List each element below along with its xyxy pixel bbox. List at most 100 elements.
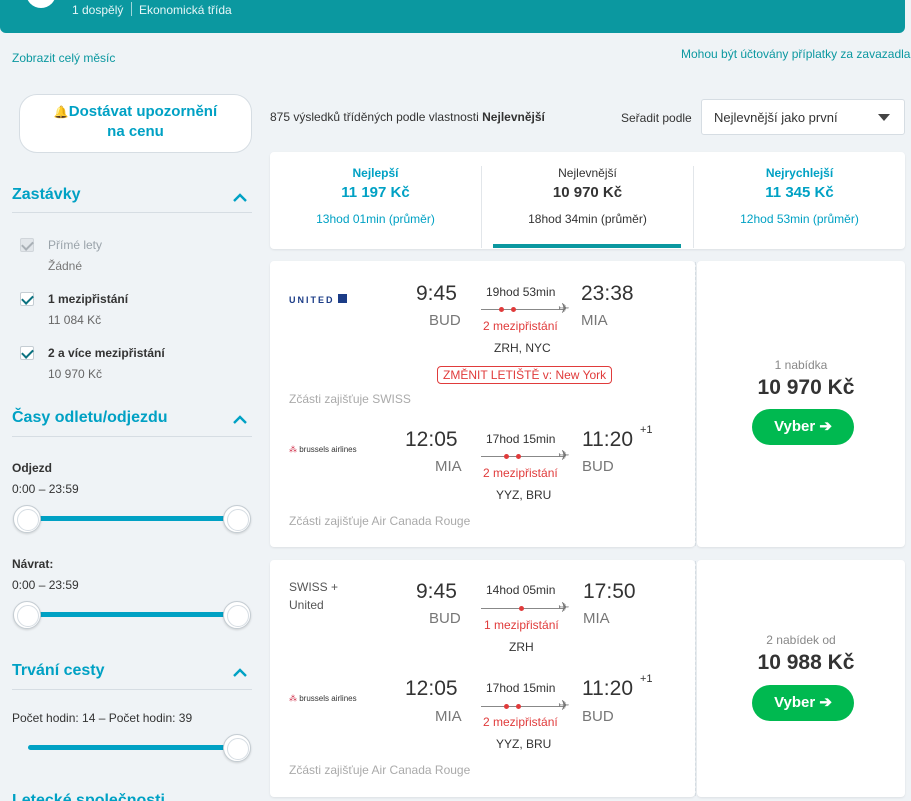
tab-cheapest[interactable]: Nejlevnější 10 970 Kč 18hod 34min (průmě… (482, 152, 693, 249)
one-stop-price: 11 084 Kč (48, 313, 102, 327)
plane-icon: ✈ (558, 697, 570, 713)
arrival-airport: MIA (583, 610, 610, 627)
result-card-price[interactable]: 1 nabídka 10 970 Kč Vyber ➔ (697, 261, 905, 547)
sort-label: Seřadit podle (621, 111, 692, 125)
times-filter-title[interactable]: Časy odletu/odjezdu (12, 409, 168, 426)
duration-slider-track[interactable] (28, 745, 236, 750)
tab-fastest[interactable]: Nejrychlejší 11 345 Kč 12hod 53min (prům… (694, 152, 905, 249)
flight-duration: 17hod 15min (486, 681, 556, 695)
divider (481, 166, 482, 248)
airlines-filter-title[interactable]: Letecké společnosti (12, 792, 165, 801)
one-stop-checkbox[interactable] (20, 292, 34, 306)
united-globe-icon (338, 294, 347, 303)
departure-airport: BUD (429, 312, 461, 329)
stopover-airports: ZRH (509, 640, 534, 654)
card-perforation (695, 262, 696, 546)
chevron-up-icon[interactable] (233, 413, 247, 427)
return-label: Návrat: (12, 557, 54, 571)
stop-dot (516, 454, 521, 459)
duration-filter-title[interactable]: Trvání cesty (12, 662, 105, 679)
sort-selected-value: Nejlevnější jako první (714, 110, 838, 125)
chevron-up-icon[interactable] (233, 191, 247, 205)
direct-flights-checkbox[interactable] (20, 238, 34, 252)
return-slider-min-handle[interactable] (13, 601, 41, 629)
depart-slider-track[interactable] (28, 516, 236, 521)
stop-dot (519, 606, 524, 611)
operated-by: Zčásti zajišťuje SWISS (289, 392, 411, 406)
two-plus-stops-checkbox[interactable] (20, 346, 34, 360)
next-day-indicator: +1 (640, 673, 653, 685)
depart-slider-min-handle[interactable] (13, 505, 41, 533)
departure-time: 9:45 (416, 580, 457, 603)
next-day-indicator: +1 (640, 424, 653, 436)
divider (12, 212, 252, 213)
plane-icon: ✈ (558, 447, 570, 463)
brussels-logo-icon: ⁂ (289, 445, 297, 454)
sort-select[interactable]: Nejlevnější jako první (701, 99, 905, 135)
result-card-legs[interactable]: UNITED 9:45 BUD 19hod 53min ✈ 2 mezipřis… (270, 261, 695, 547)
direct-flights-price: Žádné (48, 259, 83, 273)
airline-logo-text: brussels airlines (299, 694, 357, 703)
stop-dot (499, 307, 504, 312)
flight-duration: 14hod 05min (486, 583, 556, 597)
bag-fees-link[interactable]: Mohou být účtovány příplatky za zavazadl… (681, 47, 911, 61)
direct-flights-label: Přímé lety (48, 238, 103, 252)
departure-time: 9:45 (416, 282, 457, 305)
stop-dot (504, 704, 509, 709)
brussels-logo-icon: ⁂ (289, 694, 297, 703)
chevron-up-icon[interactable] (233, 666, 247, 680)
stops-count: 2 mezipřistání (483, 466, 558, 480)
plane-icon: ✈ (558, 599, 570, 615)
route-line (481, 456, 564, 457)
arrival-time: 11:20 (582, 428, 633, 451)
departure-time: 12:05 (405, 428, 458, 451)
result-card-price[interactable]: 2 nabídek od 10 988 Kč Vyber ➔ (697, 560, 905, 797)
sort-tabs: Nejlepší 11 197 Kč 13hod 01min (průměr) … (270, 152, 905, 249)
stopover-airports: ZRH, NYC (494, 341, 551, 355)
two-plus-stops-label: 2 a více mezipřistání (48, 346, 165, 360)
cabin-class-text: Ekonomická třída (139, 3, 232, 17)
show-whole-month-link[interactable]: Zobrazit celý měsíc (12, 51, 116, 65)
price-alert-button[interactable]: 🔔Dostávat upozornění na cenu (19, 94, 252, 153)
departure-airport: BUD (429, 610, 461, 627)
stops-filter-title[interactable]: Zastávky (12, 186, 81, 203)
stop-dot (511, 307, 516, 312)
select-flight-button[interactable]: Vyber ➔ (752, 685, 854, 721)
arrival-time: 17:50 (583, 580, 636, 603)
plane-icon: ✈ (558, 300, 570, 316)
results-sort-key: Nejlevnější (482, 110, 545, 124)
arrival-time: 23:38 (581, 282, 634, 305)
stop-dot (516, 704, 521, 709)
tab-label: Nejlepší (352, 166, 399, 180)
price-alert-label-1: Dostávat upozornění (68, 103, 218, 120)
edit-search-icon[interactable] (26, 0, 56, 8)
return-slider-track[interactable] (28, 612, 236, 617)
result-price: 10 970 Kč (757, 376, 855, 399)
operated-by: Zčásti zajišťuje Air Canada Rouge (289, 763, 471, 777)
return-range: 0:00 – 23:59 (12, 578, 79, 592)
arrival-airport: MIA (581, 312, 608, 329)
departure-airport: MIA (435, 458, 462, 475)
route-line (481, 706, 564, 707)
arrival-airport: BUD (582, 458, 614, 475)
airline-logo-united: UNITED (289, 295, 335, 305)
depart-slider-max-handle[interactable] (223, 505, 251, 533)
duration-slider-max-handle[interactable] (223, 734, 251, 762)
tab-best[interactable]: Nejlepší 11 197 Kč 13hod 01min (průměr) (270, 152, 481, 249)
return-slider-max-handle[interactable] (223, 601, 251, 629)
stop-dot (504, 454, 509, 459)
tab-price: 11 197 Kč (341, 184, 410, 201)
passengers-text: 1 dospělý (72, 3, 124, 17)
stops-count: 1 mezipřistání (484, 618, 559, 632)
route-line (481, 309, 564, 310)
search-summary-bar[interactable]: 1 dospělý Ekonomická třída (0, 0, 905, 33)
flight-duration: 19hod 53min (486, 285, 556, 299)
tab-duration: 18hod 34min (průměr) (528, 212, 647, 226)
airline-logo-brussels: ⁂ brussels airlines (289, 445, 357, 454)
select-flight-button[interactable]: Vyber ➔ (752, 409, 854, 445)
tab-price: 10 970 Kč (552, 184, 623, 201)
result-card-legs[interactable]: SWISS + United 9:45 BUD 14hod 05min ✈ 1 … (270, 560, 695, 797)
stopover-airports: YYZ, BRU (496, 737, 552, 751)
divider (693, 166, 694, 248)
stops-count: 2 mezipřistání (483, 715, 558, 729)
